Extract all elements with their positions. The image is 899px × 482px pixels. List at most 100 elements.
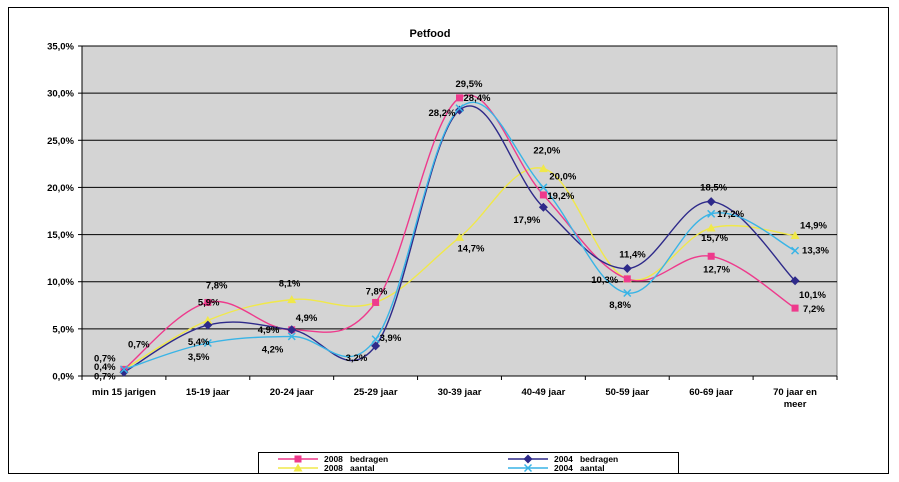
data-label: 28,2% (429, 108, 456, 119)
marker-triangle (287, 295, 297, 304)
marker-x (371, 335, 380, 344)
legend-item: 2004 bedragen (508, 454, 618, 464)
data-label: 11,4% (619, 250, 646, 261)
marker-square (791, 304, 799, 312)
marker-diamond (523, 454, 533, 464)
marker-x (791, 246, 800, 255)
data-label: 22,0% (533, 146, 560, 157)
marker-triangle (455, 232, 464, 241)
marker-x (707, 209, 716, 218)
data-label: 8,8% (609, 300, 631, 311)
y-axis-ticks: 0,0% 5,0% 10,0% 15,0% 20,0% 25,0% 30,0% 35,0% (47, 42, 74, 383)
data-label: 17,2% (717, 209, 744, 220)
marker-square (294, 455, 302, 463)
marker-x (455, 104, 464, 113)
marker-diamond (455, 105, 464, 115)
data-label: 7,2% (803, 304, 825, 315)
data-label: 3,5% (188, 352, 210, 363)
data-label: 18,5% (700, 183, 727, 194)
marker-diamond (706, 197, 716, 207)
y-tick-label: 15,0% (47, 230, 74, 241)
legend-label: 2004 bedragen (554, 454, 618, 464)
marker-square (456, 94, 463, 102)
marker-diamond (538, 202, 548, 212)
data-label: 8,1% (279, 279, 301, 290)
marker-triangle (538, 164, 548, 173)
legend-item: 2004 aantal (508, 463, 605, 473)
data-label: 19,2% (547, 191, 574, 202)
data-label: 7,8% (206, 280, 228, 291)
x-tick-label: min 15 jarigen (92, 387, 156, 398)
data-label: 10,3% (591, 275, 618, 286)
legend-item: 2008 bedragen (278, 454, 388, 464)
marker-x (287, 332, 296, 341)
data-labels: 0,7% 7,8% 4,9% 7,8% 29,5% 19,2% 10,3% 12,7% 7,2%… (94, 79, 830, 383)
marker-square (204, 298, 212, 306)
series-line (123, 167, 796, 371)
data-label: 4,2% (262, 344, 284, 355)
marker-diamond (119, 367, 129, 377)
data-label: 15,7% (701, 233, 728, 244)
marker-diamond (371, 341, 381, 351)
x-tick-label: 50-59 jaar (605, 387, 649, 398)
marker-diamond (622, 264, 632, 274)
marker-triangle (293, 463, 303, 472)
x-tick-label: meer (784, 399, 807, 410)
y-tick-label: 35,0% (47, 42, 74, 53)
x-tick-label: 20-24 jaar (270, 387, 314, 398)
legend-box (258, 452, 679, 474)
x-tick-label: 30-39 jaar (438, 387, 482, 398)
data-label: 28,4% (464, 93, 491, 104)
data-label: 13,3% (802, 246, 829, 257)
data-label: 7,8% (366, 286, 388, 297)
data-label: 12,7% (703, 264, 730, 275)
marker-x (539, 183, 548, 192)
legend-label: 2008 bedragen (324, 454, 388, 464)
marker-triangle (203, 315, 213, 324)
x-tick-label: 15-19 jaar (186, 387, 230, 398)
x-tick-label: 40-49 jaar (521, 387, 565, 398)
y-tick-label: 0,0% (52, 372, 74, 383)
data-label: 0,7% (94, 371, 116, 382)
data-label: 0,4% (94, 362, 116, 373)
data-label: 17,9% (513, 215, 540, 226)
data-label: 5,9% (198, 297, 220, 308)
data-label: 4,9% (258, 325, 280, 336)
legend-item: 2008 aantal (278, 463, 375, 473)
data-label: 14,7% (458, 243, 485, 254)
marker-square (372, 298, 380, 306)
x-tick-label: 70 jaar en (773, 387, 817, 398)
axes (78, 45, 838, 380)
y-tick-label: 25,0% (47, 136, 74, 147)
marker-x (523, 463, 533, 473)
x-tick-label: 25-29 jaar (354, 387, 398, 398)
x-axis-ticks: min 15 jarigen 15-19 jaar 20-24 jaar 25-29 … (92, 387, 817, 410)
marker-diamond (287, 325, 297, 335)
marker-square (539, 191, 547, 199)
data-label: 20,0% (549, 171, 576, 182)
marker-triangle (790, 231, 800, 240)
marker-x (623, 288, 632, 298)
data-label: 10,1% (799, 290, 826, 301)
data-label: 0,7% (128, 339, 150, 350)
marker-square (707, 252, 715, 260)
y-tick-label: 10,0% (47, 277, 74, 288)
legend: 2008 bedragen 2004 bedragen 2008 aantal 200… (258, 452, 679, 474)
data-label: 14,9% (800, 221, 827, 232)
legend-label: 2004 aantal (554, 463, 605, 473)
y-tick-label: 5,0% (52, 324, 74, 335)
legend-label: 2008 aantal (324, 463, 375, 473)
marker-x (119, 365, 128, 374)
marker-x (203, 338, 212, 348)
data-label: 3,2% (346, 353, 368, 364)
y-tick-label: 30,0% (47, 89, 74, 100)
marker-square (623, 275, 631, 283)
data-label: 4,9% (296, 313, 318, 324)
data-label: 29,5% (456, 79, 483, 90)
marker-diamond (790, 276, 800, 286)
chart-title: Petfood (410, 28, 451, 40)
x-tick-label: 60-69 jaar (689, 387, 733, 398)
marker-diamond (203, 320, 213, 330)
data-label: 3,9% (380, 333, 402, 344)
